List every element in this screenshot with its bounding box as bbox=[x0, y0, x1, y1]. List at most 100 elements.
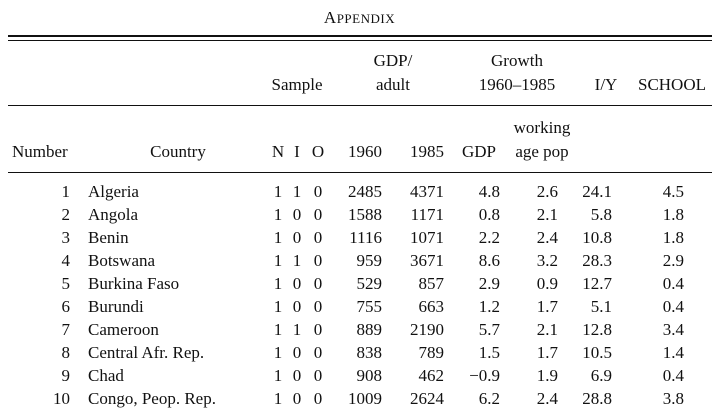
cell-number: 5 bbox=[61, 274, 71, 293]
cell-iy: 6.9 bbox=[590, 366, 612, 385]
cell-gdp-1960: 755 bbox=[356, 297, 383, 316]
cell-growth-working-age-pop: 2.4 bbox=[536, 389, 558, 408]
header-n: N bbox=[271, 142, 285, 161]
cell-iy: 12.7 bbox=[582, 274, 612, 293]
cell-i: 0 bbox=[292, 389, 302, 408]
cell-n: 1 bbox=[273, 389, 283, 408]
cell-n: 1 bbox=[273, 251, 283, 270]
cell-country: Burkina Faso bbox=[88, 274, 180, 293]
cell-n: 1 bbox=[273, 205, 283, 224]
cell-school: 4.5 bbox=[662, 182, 684, 201]
cell-gdp-1960: 1009 bbox=[348, 389, 382, 408]
cell-growth-gdp: 2.2 bbox=[478, 228, 500, 247]
cell-n: 1 bbox=[273, 297, 283, 316]
cell-number: 10 bbox=[53, 389, 70, 408]
cell-iy: 10.8 bbox=[582, 228, 612, 247]
cell-number: 9 bbox=[61, 366, 71, 385]
cell-o: 0 bbox=[313, 274, 323, 293]
cell-growth-working-age-pop: 2.6 bbox=[536, 182, 558, 201]
cell-school: 1.4 bbox=[662, 343, 684, 362]
cell-growth-gdp: 8.6 bbox=[478, 251, 500, 270]
cell-growth-working-age-pop: 1.9 bbox=[536, 366, 558, 385]
cell-o: 0 bbox=[313, 320, 323, 339]
cell-growth-gdp: 5.7 bbox=[478, 320, 500, 339]
cell-n: 1 bbox=[273, 274, 283, 293]
cell-number: 2 bbox=[61, 205, 71, 224]
cell-iy: 12.8 bbox=[582, 320, 612, 339]
cell-growth-working-age-pop: 2.4 bbox=[536, 228, 558, 247]
cell-i: 0 bbox=[292, 343, 302, 362]
cell-gdp-1985: 3671 bbox=[410, 251, 444, 270]
cell-growth-gdp: −0.9 bbox=[469, 366, 500, 385]
cell-i: 1 bbox=[292, 251, 302, 270]
cell-number: 4 bbox=[61, 251, 71, 270]
cell-gdp-1985: 789 bbox=[418, 343, 445, 362]
header-1985: 1985 bbox=[410, 142, 444, 161]
header-sub-rule bbox=[8, 105, 712, 106]
cell-gdp-1960: 959 bbox=[356, 251, 383, 270]
cell-school: 1.8 bbox=[662, 205, 684, 224]
header-number: Number bbox=[12, 142, 68, 161]
cell-number: 3 bbox=[61, 228, 71, 247]
cell-growth-gdp: 6.2 bbox=[478, 389, 500, 408]
appendix-title: APPENDIX bbox=[323, 8, 396, 27]
cell-country: Algeria bbox=[88, 182, 139, 201]
cell-gdp-1960: 838 bbox=[356, 343, 383, 362]
cell-country: Chad bbox=[88, 366, 124, 385]
cell-gdp-1960: 529 bbox=[356, 274, 383, 293]
cell-number: 7 bbox=[61, 320, 71, 339]
cell-iy: 10.5 bbox=[582, 343, 612, 362]
cell-o: 0 bbox=[313, 205, 323, 224]
header-country: Country bbox=[150, 142, 206, 161]
cell-o: 0 bbox=[313, 251, 323, 270]
cell-school: 3.8 bbox=[662, 389, 684, 408]
cell-gdp-1960: 889 bbox=[356, 320, 383, 339]
cell-school: 2.9 bbox=[662, 251, 684, 270]
cell-school: 0.4 bbox=[662, 366, 684, 385]
cell-gdp-1960: 2485 bbox=[348, 182, 382, 201]
cell-o: 0 bbox=[313, 389, 323, 408]
cell-country: Burundi bbox=[88, 297, 144, 316]
cell-country: Central Afr. Rep. bbox=[88, 343, 205, 362]
cell-gdp-1985: 4371 bbox=[410, 182, 444, 201]
cell-gdp-1985: 1171 bbox=[410, 205, 444, 224]
cell-country: Angola bbox=[88, 205, 139, 224]
cell-gdp-1985: 462 bbox=[418, 366, 445, 385]
cell-i: 0 bbox=[292, 297, 302, 316]
top-double-rule-upper bbox=[8, 35, 712, 37]
cell-growth-gdp: 1.5 bbox=[478, 343, 500, 362]
cell-o: 0 bbox=[313, 297, 323, 316]
cell-i: 0 bbox=[292, 274, 302, 293]
header-school: SCHOOL bbox=[637, 75, 706, 94]
header-growth-line2: 1960–1985 bbox=[478, 75, 556, 94]
cell-o: 0 bbox=[313, 182, 323, 201]
cell-school: 1.8 bbox=[662, 228, 684, 247]
cell-growth-working-age-pop: 3.2 bbox=[536, 251, 558, 270]
cell-n: 1 bbox=[273, 320, 283, 339]
cell-gdp-1985: 1071 bbox=[410, 228, 444, 247]
cell-number: 1 bbox=[61, 182, 71, 201]
cell-iy: 28.3 bbox=[582, 251, 612, 270]
cell-growth-gdp: 0.8 bbox=[478, 205, 500, 224]
cell-gdp-1985: 2624 bbox=[410, 389, 444, 408]
cell-i: 1 bbox=[292, 320, 302, 339]
cell-i: 0 bbox=[292, 228, 302, 247]
cell-n: 1 bbox=[273, 366, 283, 385]
cell-school: 3.4 bbox=[662, 320, 684, 339]
cell-o: 0 bbox=[313, 228, 323, 247]
cell-i: 1 bbox=[292, 182, 302, 201]
cell-growth-working-age-pop: 0.9 bbox=[536, 274, 558, 293]
header-growth-line1: Growth bbox=[491, 51, 543, 70]
cell-gdp-1960: 908 bbox=[356, 366, 383, 385]
cell-gdp-1985: 663 bbox=[418, 297, 445, 316]
header-bottom-rule bbox=[8, 172, 712, 173]
cell-n: 1 bbox=[273, 343, 283, 362]
cell-i: 0 bbox=[292, 205, 302, 224]
cell-country: Congo, Peop. Rep. bbox=[88, 389, 216, 408]
cell-number: 8 bbox=[61, 343, 71, 362]
cell-number: 6 bbox=[61, 297, 71, 316]
cell-iy: 28.8 bbox=[582, 389, 612, 408]
header-1960: 1960 bbox=[348, 142, 382, 161]
cell-growth-working-age-pop: 2.1 bbox=[536, 205, 558, 224]
cell-country: Cameroon bbox=[88, 320, 159, 339]
